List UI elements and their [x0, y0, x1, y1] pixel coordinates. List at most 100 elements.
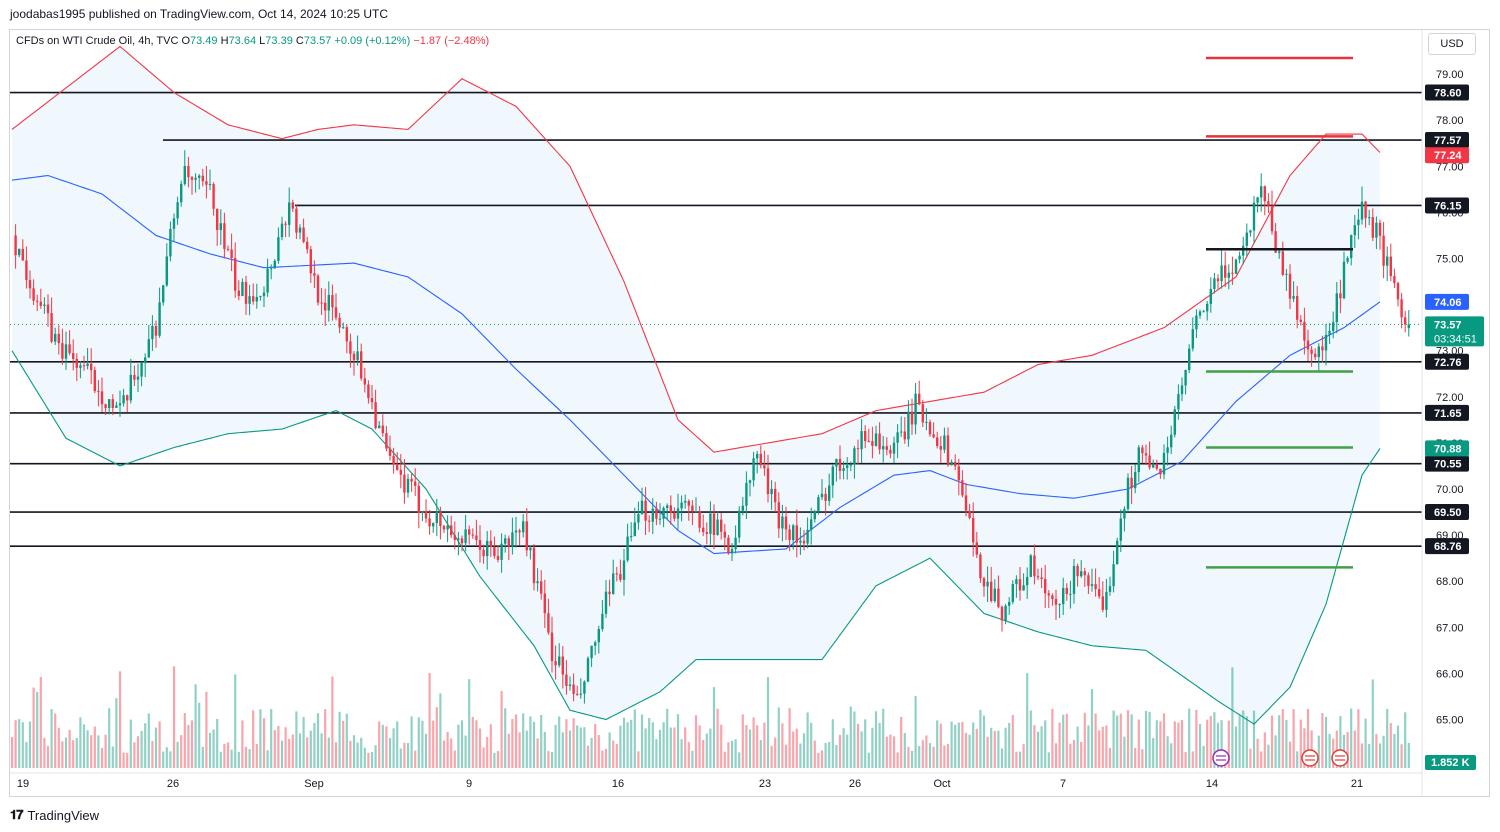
volume-bar	[633, 709, 636, 768]
candle-body	[1360, 201, 1364, 220]
volume-bar	[1098, 730, 1101, 768]
volume-bar	[496, 751, 500, 768]
candle-body	[986, 581, 989, 587]
candle-body	[1022, 585, 1025, 591]
level-badge-78.60-label: 78.60	[1434, 88, 1462, 100]
candle-body	[705, 532, 708, 534]
volume-bar	[252, 710, 255, 768]
candle-body	[1242, 245, 1245, 256]
x-tick-label: Sep	[304, 778, 324, 790]
volume-bar	[104, 734, 107, 768]
volume-bar	[1346, 732, 1349, 768]
volume-bar	[572, 718, 575, 768]
level-badge-68.76-label: 68.76	[1434, 541, 1462, 553]
volume-bar	[162, 751, 165, 768]
volume-bar	[1389, 723, 1392, 768]
candle-body	[1065, 587, 1068, 594]
candle-body	[1332, 322, 1335, 332]
volume-bar	[190, 720, 194, 768]
candle-body	[450, 525, 453, 536]
basis-line	[11, 174, 1381, 555]
symbol-legend[interactable]: CFDs on WTI Crude Oil, 4h, TVC O73.49 H7…	[16, 35, 489, 47]
candle-body	[1386, 256, 1389, 266]
bollinger-bands	[11, 45, 1381, 725]
candle-body	[234, 257, 237, 291]
price-axis: 79.0078.0077.0076.0075.0074.0073.0072.00…	[1436, 69, 1464, 726]
candle-body	[1350, 235, 1353, 259]
volume-bar	[90, 735, 93, 768]
volume-bar	[543, 731, 546, 768]
candle-body	[370, 398, 374, 403]
volume-bar	[990, 727, 993, 768]
volume-bar	[144, 723, 147, 768]
candle-body	[1296, 296, 1299, 320]
x-tick-label: 26	[849, 778, 861, 790]
volume-bar	[1238, 715, 1241, 768]
candle-body	[612, 573, 615, 595]
volume-bar	[385, 726, 388, 768]
volume-badge-label: 1.852 K	[1431, 757, 1470, 769]
candle-body	[1335, 293, 1338, 323]
volume-bar	[1162, 713, 1166, 768]
candle-body	[831, 466, 834, 486]
candle-body	[626, 536, 629, 561]
volume-bar	[874, 711, 878, 768]
volume-bar	[1080, 742, 1083, 768]
candle-body	[25, 260, 28, 281]
candle-body	[352, 353, 356, 361]
high-label: H	[220, 35, 229, 47]
volume-bar	[1004, 727, 1007, 768]
volume-bar	[558, 716, 561, 768]
price-badge-basis-bg	[1425, 293, 1469, 310]
candle-body	[50, 313, 53, 342]
volume-bar	[1018, 751, 1022, 768]
volume-bar	[212, 729, 215, 768]
candle-body	[554, 661, 557, 666]
candle-body	[1378, 222, 1382, 236]
y-tick-label: 68.00	[1436, 576, 1464, 588]
candle-body	[1234, 259, 1238, 274]
candle-body	[550, 632, 554, 662]
candle-body	[633, 522, 636, 537]
candle-body	[579, 693, 582, 695]
volume-bar	[176, 741, 179, 768]
volume-bar	[1220, 720, 1223, 768]
candle-body	[777, 502, 780, 529]
volume-bar	[673, 727, 676, 768]
volume-bar	[586, 745, 590, 768]
volume-bar	[799, 743, 802, 768]
x-tick-label: 16	[612, 778, 624, 790]
candle-body	[763, 465, 766, 469]
candle-body	[702, 527, 705, 533]
candle-body	[784, 516, 788, 530]
currency-button[interactable]: USD	[1428, 33, 1476, 55]
candle-body	[1033, 555, 1036, 577]
volume-bar	[784, 744, 788, 768]
volume-bar	[370, 752, 374, 768]
volume-bar	[1047, 752, 1050, 768]
volume-bar	[1310, 730, 1313, 768]
candle-body	[486, 540, 489, 557]
volume-bar	[298, 733, 302, 768]
volume-bar	[158, 721, 161, 768]
volume-bar	[892, 736, 896, 768]
volume-bar	[284, 727, 287, 768]
volume-bar	[147, 713, 150, 768]
candle-body	[1270, 206, 1274, 232]
level-badge-71.65-label: 71.65	[1434, 408, 1462, 420]
volume-bar	[108, 708, 111, 768]
tradingview-logo[interactable]: 𝟏𝟕 TradingView	[10, 807, 99, 823]
volume-bar	[1188, 708, 1191, 768]
candle-body	[1152, 464, 1155, 468]
candle-body	[1195, 315, 1198, 330]
candle-body	[529, 547, 532, 551]
candle-body	[806, 529, 809, 544]
volume-bar	[702, 739, 705, 768]
candle-body	[388, 448, 392, 456]
volume-bar	[1072, 739, 1076, 768]
candle-body	[568, 684, 572, 686]
volume-bars	[10, 666, 1410, 768]
candle-body	[615, 573, 618, 575]
candle-body	[327, 294, 330, 311]
